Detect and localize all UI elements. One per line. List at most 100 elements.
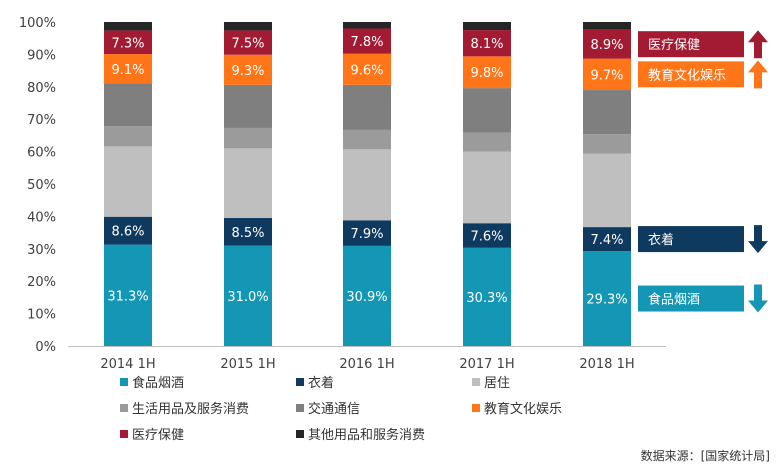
- bar-segment: [104, 216, 152, 245]
- bar-segment: [463, 247, 511, 346]
- legend-label: 居住: [484, 376, 510, 391]
- bar-segment: [224, 54, 272, 85]
- bar-segment: [583, 251, 631, 346]
- legend-label: 交通通信: [308, 401, 360, 417]
- legend-swatch: [472, 378, 480, 386]
- bar-segment: [463, 56, 511, 89]
- bar-segment: [104, 30, 152, 55]
- bar-segment: [343, 22, 391, 29]
- y-tick-label: 10%: [27, 308, 56, 323]
- data-label: 7.5%: [231, 37, 264, 52]
- x-tick-label: 2017 1H: [459, 357, 514, 372]
- y-tick-label: 90%: [27, 48, 56, 63]
- y-tick-label: 40%: [27, 210, 56, 225]
- bar-segment: [104, 22, 152, 31]
- data-label: 9.8%: [470, 66, 503, 81]
- bars-layer: 31.3% 8.6% 9.1% 7.3% 31.0% 8.5% 9.3% 7.5% 30.9% 7…: [104, 22, 631, 346]
- legend-swatch: [296, 404, 304, 412]
- legend-swatch: [296, 430, 304, 438]
- bar-segment: [224, 84, 272, 128]
- bar-segment: [104, 146, 152, 217]
- legend-label: 教育文化娱乐: [484, 401, 562, 417]
- legend-swatch: [120, 404, 128, 412]
- annotation-box: [638, 31, 744, 58]
- legend-label: 生活用品及服务消费: [132, 401, 249, 417]
- bar-segment: [224, 218, 272, 246]
- data-label: 31.3%: [107, 289, 148, 304]
- data-label: 8.5%: [231, 226, 264, 241]
- bar-segment: [224, 22, 272, 31]
- data-label: 9.6%: [350, 63, 383, 78]
- data-label: 7.8%: [350, 35, 383, 50]
- y-tick-label: 30%: [27, 243, 56, 258]
- legend-swatch: [120, 430, 128, 438]
- bar-segment: [463, 88, 511, 133]
- bar-segment: [104, 244, 152, 346]
- bar-segment: [104, 126, 152, 147]
- bar-segment: [463, 223, 511, 248]
- bar-segment: [583, 29, 631, 59]
- bar-segment: [343, 245, 391, 346]
- bar-segment: [343, 149, 391, 221]
- bar-segment: [583, 22, 631, 30]
- annotation-box: [638, 61, 744, 88]
- y-tick-label: 20%: [27, 275, 56, 290]
- axis-layer: 0% 10% 20% 30% 40% 50% 60% 70% 80% 90% 100% 2014 1H…: [19, 16, 666, 372]
- data-label: 7.6%: [470, 230, 503, 245]
- legend-swatch: [472, 404, 480, 412]
- bar-segment: [104, 54, 152, 84]
- annotation-box: [638, 285, 744, 312]
- x-tick-label: 2015 1H: [220, 357, 275, 372]
- bar-segment: [224, 148, 272, 219]
- y-tick-label: 60%: [27, 146, 56, 161]
- arrow-up-icon: [748, 60, 768, 89]
- x-tick-label: 2014 1H: [100, 357, 155, 372]
- data-label: 8.6%: [111, 225, 144, 240]
- data-label: 29.3%: [586, 293, 627, 308]
- annotation-label: 教育文化娱乐: [648, 67, 726, 83]
- arrow-up-icon: [748, 30, 768, 59]
- annotation-box: [638, 226, 744, 253]
- legend-swatch: [120, 378, 128, 386]
- annotation-label: 医疗保健: [648, 38, 700, 53]
- legend-label: 医疗保健: [132, 428, 184, 443]
- legend-swatch: [296, 378, 304, 386]
- bar-segment: [583, 153, 631, 228]
- bar-segment: [463, 30, 511, 57]
- bar-segment: [463, 151, 511, 224]
- bar-segment: [343, 53, 391, 85]
- data-label: 9.3%: [231, 64, 264, 79]
- bar-segment: [463, 22, 511, 31]
- data-label: 9.7%: [590, 68, 623, 83]
- x-tick-label: 2016 1H: [339, 357, 394, 372]
- bar-segment: [583, 134, 631, 154]
- bar-segment: [224, 30, 272, 55]
- data-label: 8.1%: [470, 37, 503, 52]
- data-label: 30.9%: [346, 290, 387, 305]
- bar-segment: [104, 83, 152, 127]
- arrow-down-icon: [748, 225, 768, 254]
- data-label: 30.3%: [466, 291, 507, 306]
- data-label: 8.9%: [590, 38, 623, 53]
- bar-segment: [343, 84, 391, 130]
- legend-label: 食品烟酒: [132, 375, 184, 391]
- data-label: 7.9%: [350, 227, 383, 242]
- bar-segment: [343, 220, 391, 246]
- data-label: 31.0%: [227, 290, 268, 305]
- x-tick-label: 2018 1H: [579, 357, 634, 372]
- bar-segment: [343, 28, 391, 54]
- source-note: 数据来源：[国家统计局]: [641, 448, 770, 463]
- y-tick-label: 70%: [27, 113, 56, 128]
- arrow-down-icon: [748, 284, 768, 313]
- annotation-label: 食品烟酒: [648, 292, 700, 308]
- y-tick-label: 80%: [27, 81, 56, 96]
- y-tick-label: 0%: [35, 340, 56, 355]
- bar-segment: [224, 245, 272, 346]
- bar-segment: [583, 227, 631, 252]
- data-label: 7.4%: [590, 233, 623, 248]
- bar-segment: [583, 90, 631, 135]
- bar-segment: [224, 127, 272, 149]
